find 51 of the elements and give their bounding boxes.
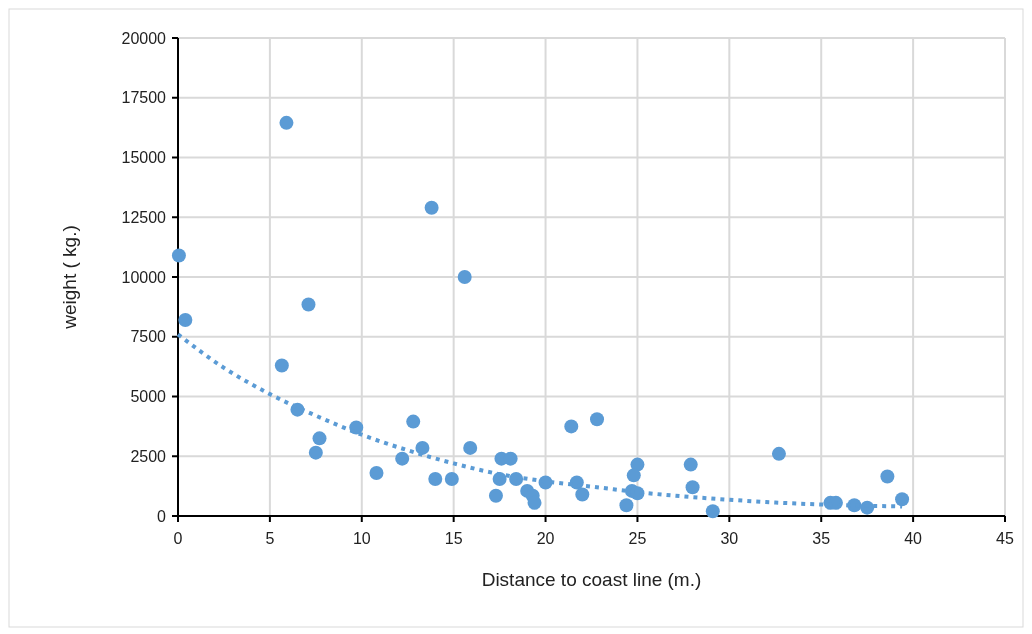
y-tick-label: 17500 xyxy=(121,89,167,107)
x-tick-label: 5 xyxy=(265,530,275,547)
point xyxy=(369,465,384,480)
point xyxy=(619,498,634,513)
point xyxy=(301,297,316,312)
point xyxy=(428,471,443,486)
y-tick-label: 10000 xyxy=(121,268,167,286)
point xyxy=(705,504,720,519)
x-tick-label: 25 xyxy=(628,530,647,547)
point xyxy=(895,492,910,507)
x-tick-label: 40 xyxy=(904,530,923,547)
y-tick-label: 0 xyxy=(157,507,167,525)
y-tick-label: 15000 xyxy=(121,149,167,167)
point xyxy=(564,419,579,434)
y-tick-label: 5000 xyxy=(130,388,167,406)
point xyxy=(171,248,186,263)
x-tick-label: 30 xyxy=(720,530,739,547)
y-tick-label: 7500 xyxy=(130,328,167,346)
point xyxy=(274,358,289,373)
x-tick-label: 35 xyxy=(812,530,831,547)
x-tick-label: 45 xyxy=(996,530,1014,547)
point xyxy=(178,313,193,328)
point xyxy=(424,200,439,215)
x-tick-label: 20 xyxy=(536,530,555,547)
point xyxy=(683,457,698,472)
point xyxy=(308,445,323,460)
point xyxy=(395,451,410,466)
point xyxy=(575,487,590,502)
point xyxy=(626,468,641,483)
point xyxy=(503,451,518,466)
y-tick-label: 20000 xyxy=(121,29,167,47)
point xyxy=(880,469,895,484)
x-tick-label: 10 xyxy=(352,530,371,547)
point xyxy=(415,440,430,455)
point xyxy=(406,414,421,429)
x-tick-label: 15 xyxy=(444,530,463,547)
point xyxy=(444,471,459,486)
point xyxy=(457,270,472,284)
point xyxy=(488,488,503,503)
point xyxy=(685,480,700,495)
point xyxy=(279,115,294,130)
point xyxy=(312,431,327,446)
y-tick-label: 12500 xyxy=(121,208,167,226)
y-axis-title: weight ( kg.) xyxy=(59,225,80,330)
point xyxy=(771,446,786,461)
point xyxy=(590,412,605,427)
point xyxy=(527,495,542,510)
y-tick-label: 2500 xyxy=(130,447,167,465)
point xyxy=(463,440,478,455)
x-axis-title: Distance to coast line (m.) xyxy=(481,569,702,590)
x-tick-label: 0 xyxy=(173,530,183,547)
